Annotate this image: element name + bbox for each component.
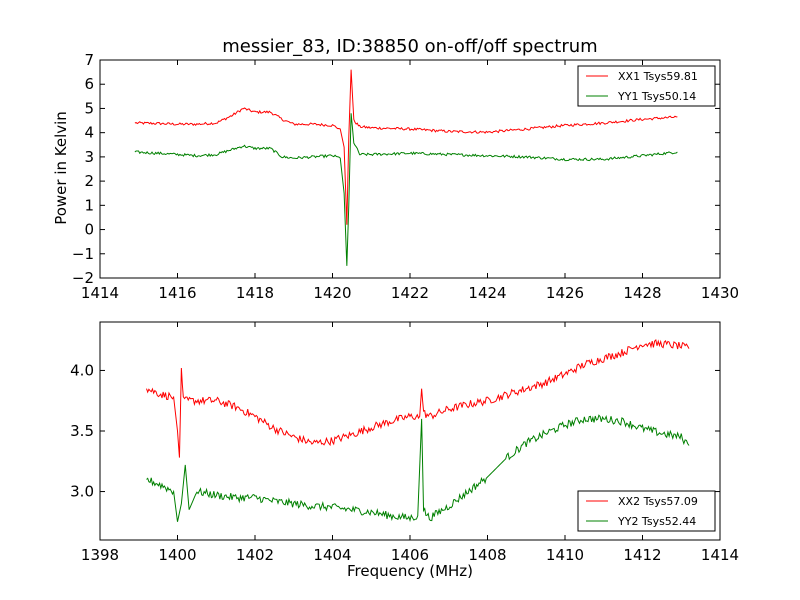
x-tick-label: 1414 bbox=[701, 546, 739, 564]
series-line-0 bbox=[146, 339, 690, 458]
legend-entry-label: XX2 Tsys57.09 bbox=[618, 495, 698, 508]
chart-title: messier_83, ID:38850 on-off/off spectrum bbox=[222, 36, 597, 57]
legend-entry-label: YY2 Tsys52.44 bbox=[617, 515, 696, 528]
x-tick-label: 1422 bbox=[391, 284, 429, 302]
y-tick-label: −1 bbox=[72, 245, 94, 263]
x-tick-label: 1406 bbox=[391, 546, 429, 564]
bottom-spectrum-chart: Frequency (MHz) 1398 1400 1402 1404 1406 1408… bbox=[70, 321, 739, 580]
y-tick-label: 1 bbox=[84, 196, 94, 214]
y-tick-label: −2 bbox=[72, 269, 94, 287]
x-tick-label: 1414 bbox=[81, 284, 119, 302]
y-tick-label: 7 bbox=[84, 51, 94, 69]
legend-entry-label: YY1 Tsys50.14 bbox=[617, 90, 696, 103]
bottom-plot-area: 1398 1400 1402 1404 1406 1408 1410 1412 1414 3.0 3… bbox=[70, 321, 739, 564]
y-tick-label: 6 bbox=[84, 75, 94, 93]
x-tick-label: 1408 bbox=[468, 546, 506, 564]
legend-box bbox=[577, 65, 716, 107]
series-line-1 bbox=[146, 414, 690, 523]
top-legend: XX1 Tsys59.81 YY1 Tsys50.14 bbox=[577, 65, 716, 107]
x-tick-label: 1418 bbox=[236, 284, 274, 302]
y-tick-label: 0 bbox=[84, 221, 94, 239]
legend-box bbox=[577, 490, 716, 532]
x-tick-label: 1402 bbox=[236, 546, 274, 564]
x-tick-label: 1412 bbox=[623, 546, 661, 564]
top-spectrum-chart: messier_83, ID:38850 on-off/off spectrum… bbox=[52, 36, 739, 302]
x-axis-label: Frequency (MHz) bbox=[347, 562, 473, 580]
y-tick-label: 3.0 bbox=[70, 483, 94, 501]
bottom-legend: XX2 Tsys57.09 YY2 Tsys52.44 bbox=[577, 490, 716, 532]
y-tick-label: 5 bbox=[84, 99, 94, 117]
x-tick-label: 1398 bbox=[81, 546, 119, 564]
x-tick-label: 1416 bbox=[158, 284, 196, 302]
y-tick-label: 4.0 bbox=[70, 361, 94, 379]
x-tick-label: 1400 bbox=[158, 546, 196, 564]
x-tick-label: 1424 bbox=[468, 284, 506, 302]
series-line-1 bbox=[134, 113, 678, 266]
y-tick-label: 4 bbox=[84, 124, 94, 142]
y-tick-label: 3 bbox=[84, 148, 94, 166]
y-tick-label: 3.5 bbox=[70, 422, 94, 440]
x-tick-label: 1410 bbox=[546, 546, 584, 564]
x-tick-label: 1430 bbox=[701, 284, 739, 302]
legend-entry-label: XX1 Tsys59.81 bbox=[618, 70, 698, 83]
x-tick-label: 1426 bbox=[546, 284, 584, 302]
x-tick-label: 1404 bbox=[313, 546, 351, 564]
y-axis-label: Power in Kelvin bbox=[52, 111, 70, 225]
top-plot-area: 1414 1416 1418 1420 1422 1424 1426 1428 1430−2−1… bbox=[72, 51, 739, 302]
x-tick-label: 1420 bbox=[313, 284, 351, 302]
series-line-0 bbox=[134, 69, 678, 225]
y-tick-label: 2 bbox=[84, 172, 94, 190]
x-tick-label: 1428 bbox=[623, 284, 661, 302]
